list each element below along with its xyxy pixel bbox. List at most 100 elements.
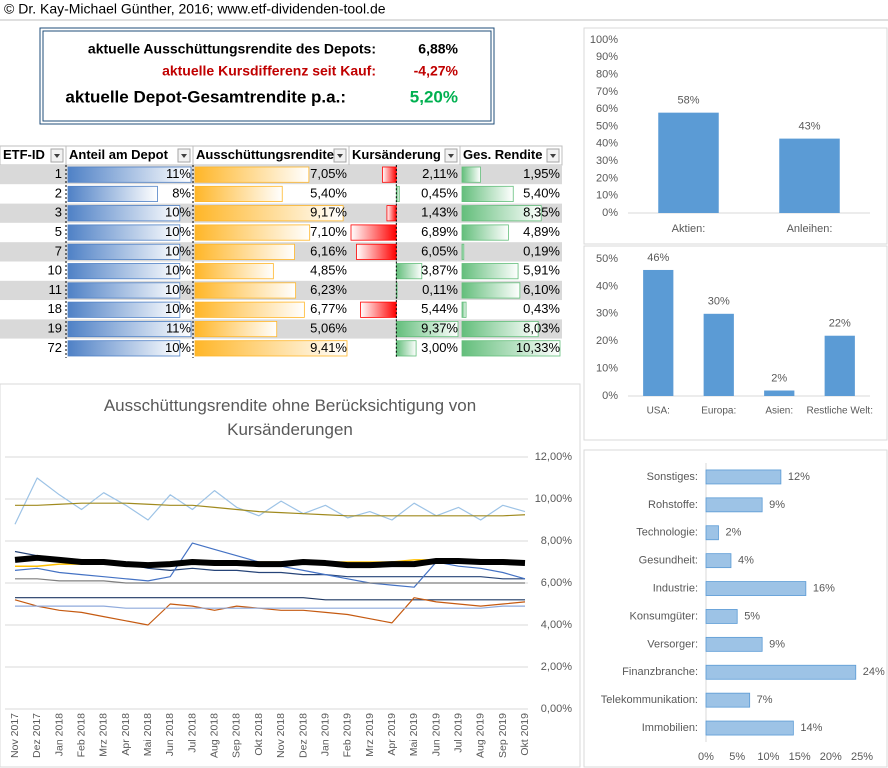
- y-tick-label: 8,00%: [541, 535, 572, 547]
- bar: [764, 390, 795, 396]
- y-tick-label: 50%: [596, 120, 618, 132]
- value-label: 43%: [798, 121, 820, 133]
- value-label: 9%: [769, 638, 785, 650]
- x-tick-label: Jul 2019: [452, 713, 464, 753]
- data-bar: [194, 205, 344, 222]
- bar: [705, 525, 719, 541]
- x-tick-label: Aug 2018: [209, 713, 221, 758]
- y-tick-label: 50%: [596, 253, 618, 265]
- y-tick-label: 40%: [596, 138, 618, 150]
- table-value: 9,17%: [310, 205, 347, 220]
- value-label: 2%: [771, 372, 787, 384]
- summary-label: aktuelle Kursdifferenz seit Kauf:: [162, 63, 376, 79]
- data-bar: [194, 282, 297, 299]
- etf-id: 11: [49, 282, 63, 297]
- x-tick-label: Jun 2019: [430, 713, 442, 756]
- data-bar: [461, 166, 481, 183]
- table-value: 10%: [165, 243, 191, 258]
- chart-frame: [583, 449, 888, 768]
- y-tick-label: 20%: [596, 172, 618, 184]
- x-tick-label: Apr 2019: [386, 713, 398, 756]
- y-tick-label: Gesundheit:: [639, 555, 698, 567]
- etf-id: 3: [55, 205, 62, 220]
- y-tick-label: 10,00%: [535, 493, 573, 505]
- summary-label: aktuelle Ausschüttungsrendite des Depots…: [88, 41, 376, 57]
- data-bar: [382, 166, 397, 183]
- value-label: 2%: [725, 527, 741, 539]
- series-line: [14, 597, 526, 626]
- y-tick-label: 0%: [602, 390, 618, 402]
- data-bar: [461, 224, 509, 241]
- data-bar: [461, 243, 465, 260]
- x-tick-label: Jun 2018: [164, 713, 176, 756]
- data-bar: [194, 320, 278, 338]
- x-tick-label: Dez 2018: [297, 713, 309, 758]
- data-bar: [67, 340, 181, 357]
- bar: [705, 636, 763, 652]
- y-tick-label: Technologie:: [636, 527, 698, 539]
- data-bar: [386, 205, 397, 222]
- y-tick-label: 10%: [596, 363, 618, 375]
- y-tick-label: Immobilien:: [642, 722, 698, 734]
- y-tick-label: 2,00%: [541, 661, 572, 673]
- y-tick-label: 10%: [596, 190, 618, 202]
- filter-arrow: [181, 154, 187, 158]
- y-tick-label: Finanzbranche:: [622, 666, 698, 678]
- y-tick-label: Konsumgüter:: [630, 610, 698, 622]
- chart-frame: [583, 27, 888, 245]
- y-tick-label: Sonstiges:: [647, 471, 698, 483]
- etf-id: 5: [55, 224, 62, 239]
- summary-box: [39, 27, 495, 125]
- filter-arrow: [448, 154, 454, 158]
- data-bar: [395, 263, 423, 280]
- value-label: 12%: [788, 471, 810, 483]
- data-bar: [67, 282, 181, 299]
- value-label: 9%: [769, 499, 785, 511]
- x-tick-label: Mrz 2018: [98, 713, 110, 757]
- table-value: 10%: [165, 205, 191, 220]
- data-bar: [461, 340, 561, 357]
- y-tick-label: 60%: [596, 103, 618, 115]
- bar: [705, 553, 732, 569]
- table-value: 5,40%: [310, 185, 347, 200]
- data-bar: [461, 263, 519, 280]
- data-bar: [194, 340, 348, 357]
- x-tick-label: Okt 2018: [253, 713, 265, 756]
- series-line: [14, 477, 526, 525]
- data-bar: [194, 243, 295, 260]
- value-label: 4%: [738, 555, 754, 567]
- header-bar: [0, 0, 888, 20]
- y-tick-label: 30%: [596, 308, 618, 320]
- data-bar: [194, 224, 311, 241]
- value-label: 46%: [647, 252, 669, 264]
- table-value: 8,03%: [523, 320, 560, 335]
- x-tick-label: Apr 2018: [120, 713, 132, 756]
- x-tick-label: Mrz 2019: [364, 713, 376, 757]
- value-label: 58%: [677, 95, 699, 107]
- etf-id: 72: [48, 340, 62, 355]
- column-header: Anteil am Depot: [69, 147, 169, 162]
- series-line: [15, 578, 525, 584]
- x-tick-label: Sep 2019: [497, 713, 509, 758]
- table-value: 6,05%: [421, 243, 458, 258]
- x-tick-label: Mai 2019: [408, 713, 420, 756]
- data-bar: [461, 320, 539, 338]
- table-value: 0,11%: [422, 282, 458, 297]
- bar: [705, 469, 782, 485]
- y-tick-label: 6,00%: [541, 577, 572, 589]
- x-tick-label: Sep 2018: [231, 713, 243, 758]
- data-bar: [356, 243, 397, 260]
- table-value: 10%: [165, 263, 191, 278]
- series-line: [14, 554, 526, 569]
- x-tick-label: Nov 2017: [9, 713, 21, 758]
- summary-value: 6,88%: [418, 41, 458, 57]
- y-tick-label: 0,00%: [541, 703, 572, 715]
- filter-arrow: [550, 154, 556, 158]
- table-value: 4,89%: [523, 224, 560, 239]
- line-chart-title: Ausschüttungsrendite ohne Berücksichtigu…: [103, 396, 477, 439]
- data-bar: [350, 224, 397, 241]
- y-tick-label: 80%: [596, 69, 618, 81]
- bar: [658, 112, 719, 213]
- data-bar: [461, 205, 542, 222]
